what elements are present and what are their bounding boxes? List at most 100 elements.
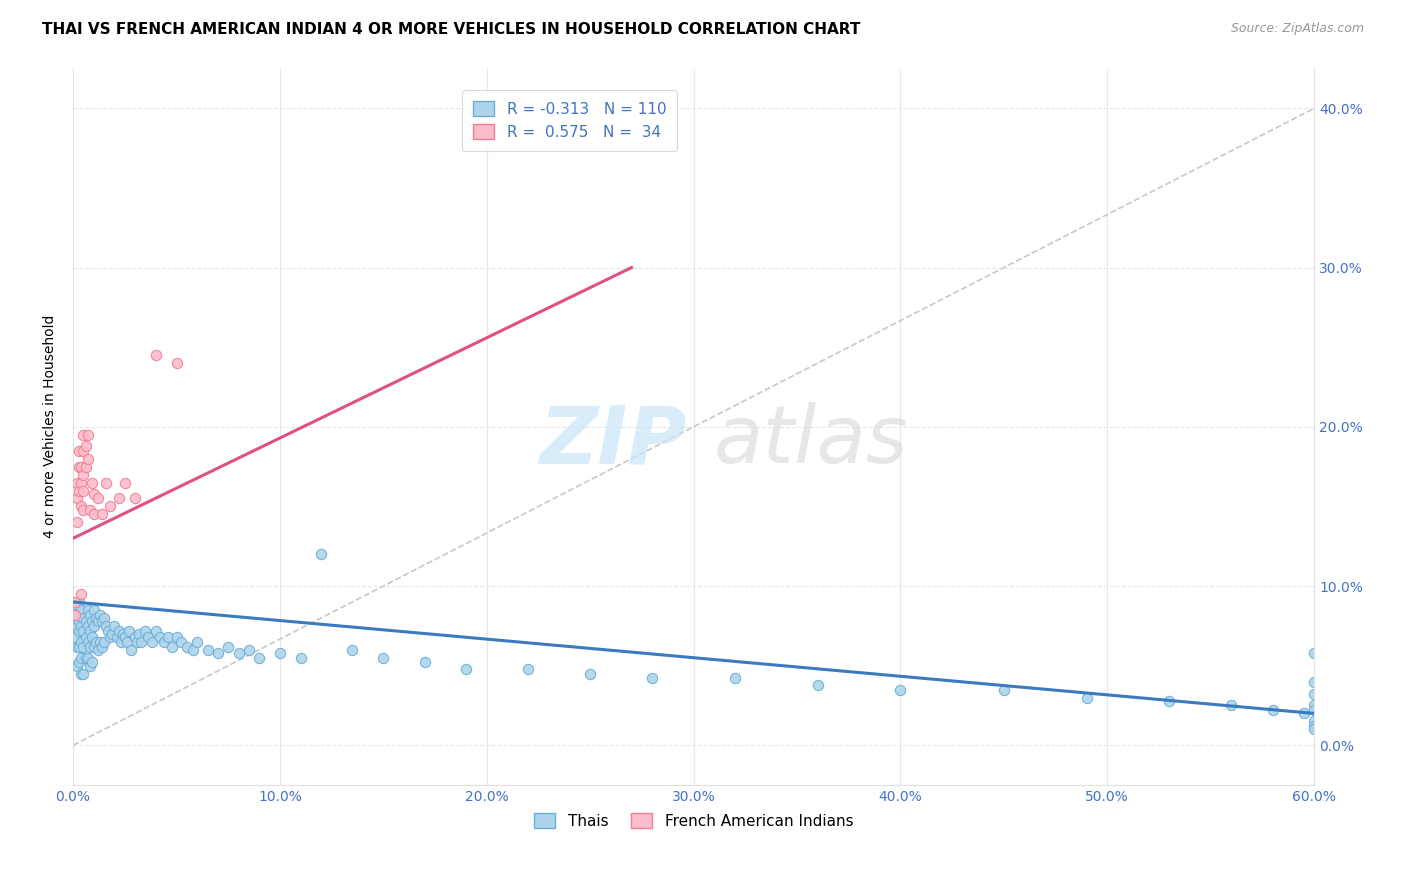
Point bbox=[1303, 703, 1326, 717]
Point bbox=[67, 640, 90, 654]
Point bbox=[290, 650, 312, 665]
Point bbox=[197, 642, 219, 657]
Point bbox=[181, 642, 204, 657]
Y-axis label: 4 or more Vehicles in Household: 4 or more Vehicles in Household bbox=[44, 315, 58, 539]
Point bbox=[228, 646, 250, 660]
Point bbox=[89, 607, 111, 622]
Point bbox=[128, 627, 150, 641]
Point bbox=[118, 624, 141, 638]
Point bbox=[67, 624, 90, 638]
Point bbox=[641, 672, 664, 686]
Point bbox=[87, 614, 110, 628]
Text: ZIP: ZIP bbox=[540, 402, 686, 480]
Point bbox=[93, 634, 115, 648]
Point bbox=[67, 459, 90, 474]
Point bbox=[115, 634, 138, 648]
Point bbox=[413, 656, 436, 670]
Point bbox=[75, 630, 97, 644]
Point bbox=[75, 439, 97, 453]
Point bbox=[97, 624, 120, 638]
Point bbox=[579, 666, 602, 681]
Point bbox=[70, 603, 93, 617]
Point bbox=[120, 642, 142, 657]
Point bbox=[186, 634, 208, 648]
Point bbox=[76, 619, 98, 633]
Point bbox=[66, 619, 89, 633]
Point bbox=[83, 640, 105, 654]
Point bbox=[67, 595, 90, 609]
Point bbox=[70, 475, 93, 490]
Point bbox=[79, 658, 101, 673]
Point bbox=[80, 614, 103, 628]
Point bbox=[238, 642, 260, 657]
Point bbox=[373, 650, 395, 665]
Point bbox=[70, 459, 93, 474]
Text: atlas: atlas bbox=[714, 402, 908, 480]
Point bbox=[1292, 706, 1315, 721]
Point bbox=[67, 483, 90, 498]
Point bbox=[107, 624, 129, 638]
Point bbox=[75, 459, 97, 474]
Point bbox=[75, 614, 97, 628]
Point bbox=[98, 500, 121, 514]
Point bbox=[66, 491, 89, 506]
Point bbox=[269, 646, 291, 660]
Point bbox=[80, 475, 103, 490]
Point bbox=[79, 624, 101, 638]
Point bbox=[76, 427, 98, 442]
Point bbox=[145, 348, 167, 362]
Point bbox=[131, 634, 153, 648]
Point bbox=[96, 619, 118, 633]
Point bbox=[72, 666, 94, 681]
Point bbox=[84, 611, 107, 625]
Legend: Thais, French American Indians: Thais, French American Indians bbox=[527, 807, 859, 835]
Point bbox=[889, 682, 911, 697]
Point bbox=[63, 607, 86, 622]
Point bbox=[66, 475, 89, 490]
Point bbox=[176, 640, 198, 654]
Point bbox=[157, 630, 180, 644]
Point bbox=[63, 607, 86, 622]
Point bbox=[72, 427, 94, 442]
Point bbox=[136, 630, 159, 644]
Point bbox=[70, 666, 93, 681]
Point bbox=[1076, 690, 1098, 705]
Point bbox=[72, 467, 94, 482]
Point bbox=[141, 634, 163, 648]
Point bbox=[72, 624, 94, 638]
Point bbox=[87, 491, 110, 506]
Point bbox=[83, 486, 105, 500]
Point bbox=[134, 624, 156, 638]
Point bbox=[1220, 698, 1243, 713]
Point bbox=[72, 443, 94, 458]
Point bbox=[247, 650, 270, 665]
Text: THAI VS FRENCH AMERICAN INDIAN 4 OR MORE VEHICLES IN HOUSEHOLD CORRELATION CHART: THAI VS FRENCH AMERICAN INDIAN 4 OR MORE… bbox=[42, 22, 860, 37]
Point bbox=[456, 662, 478, 676]
Point bbox=[72, 483, 94, 498]
Point bbox=[807, 678, 830, 692]
Point bbox=[67, 614, 90, 628]
Point bbox=[145, 624, 167, 638]
Point bbox=[114, 475, 136, 490]
Point bbox=[1303, 723, 1326, 737]
Point bbox=[1303, 646, 1326, 660]
Point bbox=[110, 634, 132, 648]
Point bbox=[153, 634, 176, 648]
Point bbox=[79, 607, 101, 622]
Point bbox=[101, 627, 124, 641]
Point bbox=[83, 508, 105, 522]
Point bbox=[80, 630, 103, 644]
Point bbox=[79, 502, 101, 516]
Point bbox=[75, 650, 97, 665]
Point bbox=[98, 630, 121, 644]
Point bbox=[1261, 703, 1284, 717]
Point bbox=[103, 619, 125, 633]
Point bbox=[83, 619, 105, 633]
Point bbox=[67, 443, 90, 458]
Point bbox=[1159, 694, 1181, 708]
Point bbox=[66, 658, 89, 673]
Point bbox=[107, 491, 129, 506]
Point bbox=[162, 640, 184, 654]
Point bbox=[80, 656, 103, 670]
Point bbox=[124, 491, 146, 506]
